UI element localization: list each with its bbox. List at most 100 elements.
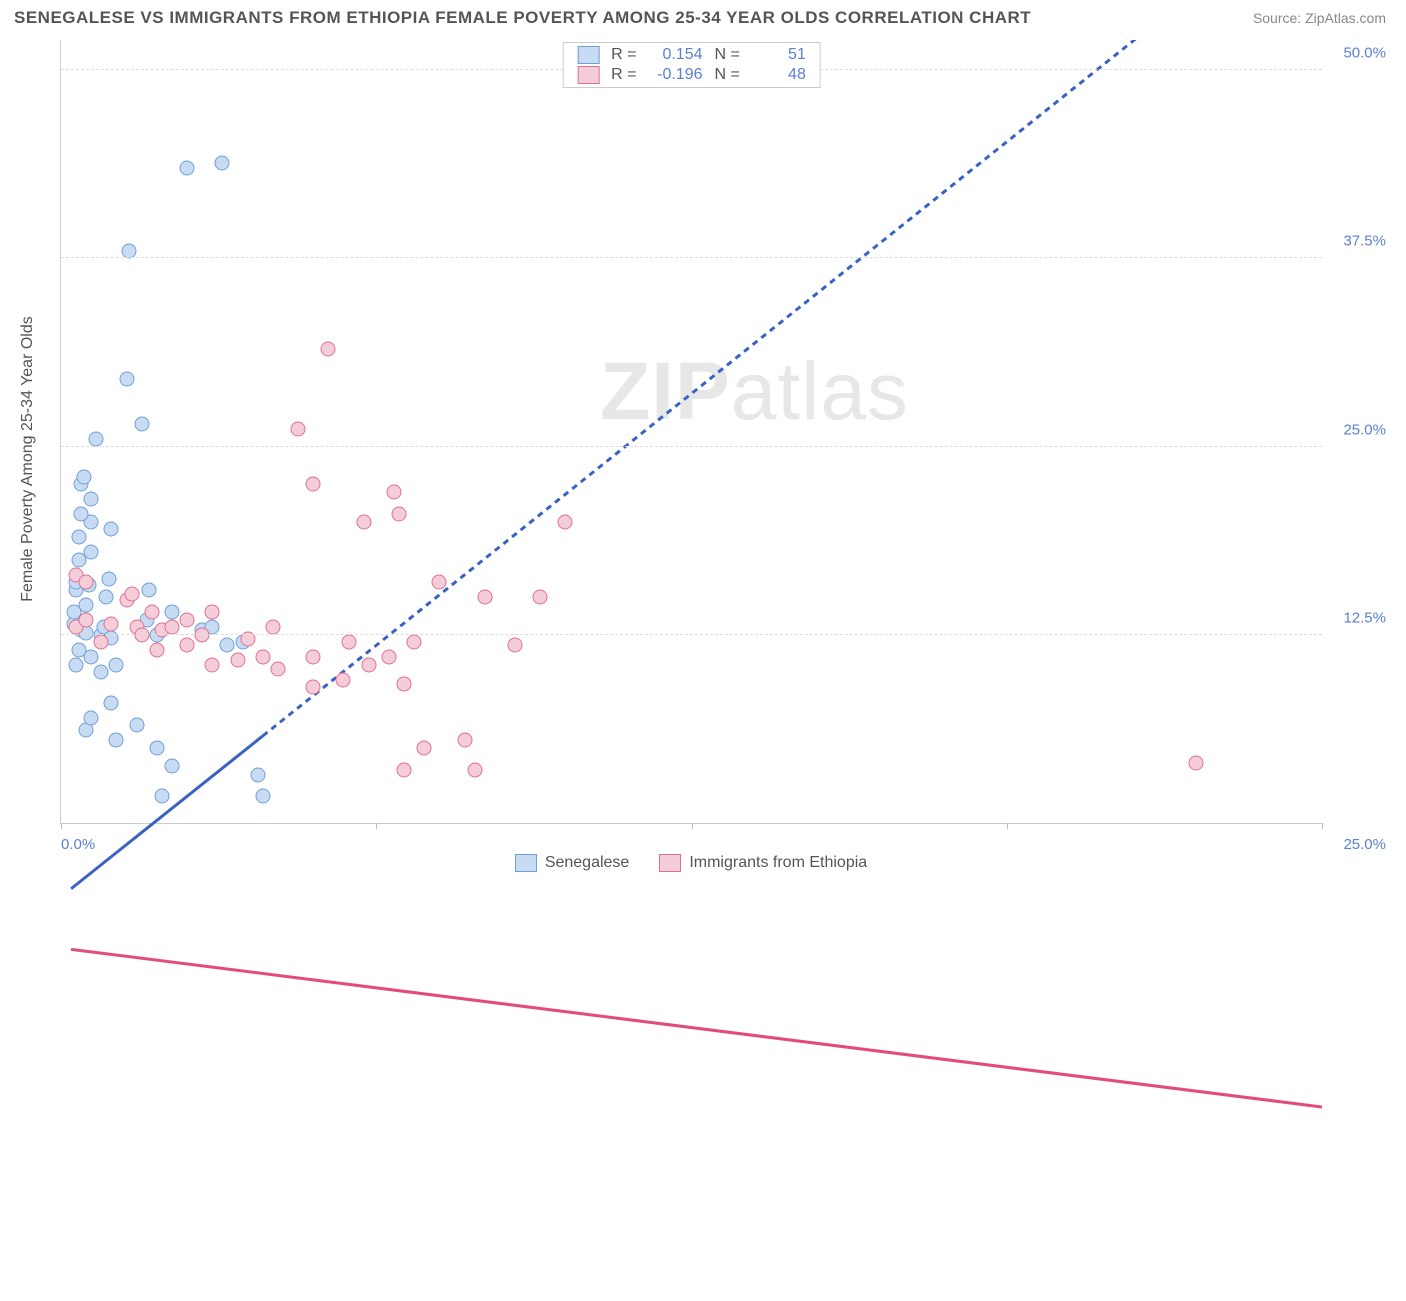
legend-row-ethiopia: R = -0.196 N = 48 <box>563 65 820 85</box>
data-point-ethiopia <box>417 740 432 755</box>
r-value-1: -0.196 <box>649 66 703 84</box>
r-label-1: R = <box>611 66 636 84</box>
gridline-h <box>61 634 1322 635</box>
data-point-senegalese <box>76 469 91 484</box>
data-point-ethiopia <box>533 590 548 605</box>
plot-region: ZIPatlas R = 0.154 N = 51 R = -0.196 N =… <box>60 40 1322 824</box>
data-point-ethiopia <box>291 421 306 436</box>
x-tick <box>1007 823 1008 829</box>
data-point-senegalese <box>220 638 235 653</box>
data-point-ethiopia <box>94 635 109 650</box>
x-tick <box>1322 823 1323 829</box>
data-point-ethiopia <box>407 635 422 650</box>
y-tick-label: 12.5% <box>1343 609 1386 626</box>
data-point-senegalese <box>164 758 179 773</box>
data-point-senegalese <box>180 161 195 176</box>
swatch-senegalese <box>577 46 599 64</box>
data-point-ethiopia <box>396 763 411 778</box>
x-tick-label: 0.0% <box>61 836 95 853</box>
data-point-senegalese <box>154 788 169 803</box>
data-point-senegalese <box>129 718 144 733</box>
scatter-points <box>61 40 1322 823</box>
swatch-bottom-senegalese <box>515 854 537 872</box>
data-point-senegalese <box>104 695 119 710</box>
swatch-bottom-ethiopia <box>659 854 681 872</box>
chart-title: SENEGALESE VS IMMIGRANTS FROM ETHIOPIA F… <box>14 8 1031 28</box>
data-point-ethiopia <box>265 620 280 635</box>
series-legend: Senegalese Immigrants from Ethiopia <box>60 854 1322 872</box>
data-point-ethiopia <box>195 627 210 642</box>
data-point-senegalese <box>94 665 109 680</box>
x-tick-label: 25.0% <box>1343 836 1386 853</box>
data-point-ethiopia <box>134 627 149 642</box>
data-point-ethiopia <box>79 575 94 590</box>
data-point-ethiopia <box>230 653 245 668</box>
y-axis-label: Female Poverty Among 25-34 Year Olds <box>19 316 37 602</box>
y-tick-label: 50.0% <box>1343 45 1386 62</box>
legend-item-ethiopia: Immigrants from Ethiopia <box>659 854 867 872</box>
data-point-ethiopia <box>356 514 371 529</box>
data-point-ethiopia <box>396 677 411 692</box>
data-point-ethiopia <box>79 612 94 627</box>
data-point-senegalese <box>84 650 99 665</box>
data-point-senegalese <box>84 492 99 507</box>
data-point-ethiopia <box>180 638 195 653</box>
data-point-ethiopia <box>341 635 356 650</box>
data-point-senegalese <box>89 432 104 447</box>
n-label-0: N = <box>715 46 740 64</box>
data-point-ethiopia <box>180 612 195 627</box>
chart-source: Source: ZipAtlas.com <box>1253 10 1386 26</box>
data-point-ethiopia <box>270 662 285 677</box>
data-point-senegalese <box>104 522 119 537</box>
data-point-ethiopia <box>1188 755 1203 770</box>
data-point-ethiopia <box>558 514 573 529</box>
data-point-senegalese <box>109 733 124 748</box>
data-point-ethiopia <box>306 650 321 665</box>
data-point-ethiopia <box>205 657 220 672</box>
data-point-ethiopia <box>124 587 139 602</box>
legend-label-senegalese: Senegalese <box>545 854 630 872</box>
y-tick-label: 25.0% <box>1343 421 1386 438</box>
legend-item-senegalese: Senegalese <box>515 854 630 872</box>
legend-label-ethiopia: Immigrants from Ethiopia <box>689 854 867 872</box>
data-point-senegalese <box>119 371 134 386</box>
data-point-senegalese <box>74 507 89 522</box>
data-point-senegalese <box>79 597 94 612</box>
n-value-0: 51 <box>752 46 806 64</box>
x-tick <box>692 823 693 829</box>
r-label-0: R = <box>611 46 636 64</box>
data-point-senegalese <box>164 605 179 620</box>
data-point-ethiopia <box>104 617 119 632</box>
data-point-senegalese <box>122 243 137 258</box>
data-point-ethiopia <box>467 763 482 778</box>
data-point-ethiopia <box>321 341 336 356</box>
data-point-ethiopia <box>306 680 321 695</box>
r-value-0: 0.154 <box>649 46 703 64</box>
data-point-ethiopia <box>149 642 164 657</box>
correlation-legend: R = 0.154 N = 51 R = -0.196 N = 48 <box>562 42 821 88</box>
data-point-senegalese <box>250 767 265 782</box>
data-point-senegalese <box>99 590 114 605</box>
data-point-senegalese <box>142 582 157 597</box>
data-point-ethiopia <box>507 638 522 653</box>
data-point-ethiopia <box>144 605 159 620</box>
swatch-ethiopia <box>577 66 599 84</box>
data-point-ethiopia <box>336 672 351 687</box>
data-point-ethiopia <box>381 650 396 665</box>
x-tick <box>61 823 62 829</box>
n-value-1: 48 <box>752 66 806 84</box>
y-tick-label: 37.5% <box>1343 233 1386 250</box>
gridline-h <box>61 446 1322 447</box>
data-point-ethiopia <box>205 605 220 620</box>
chart-header: SENEGALESE VS IMMIGRANTS FROM ETHIOPIA F… <box>0 0 1406 32</box>
data-point-ethiopia <box>391 507 406 522</box>
data-point-ethiopia <box>477 590 492 605</box>
data-point-senegalese <box>109 657 124 672</box>
data-point-senegalese <box>69 657 84 672</box>
data-point-senegalese <box>84 544 99 559</box>
data-point-ethiopia <box>386 484 401 499</box>
data-point-ethiopia <box>306 477 321 492</box>
x-tick <box>376 823 377 829</box>
data-point-senegalese <box>255 788 270 803</box>
data-point-ethiopia <box>361 657 376 672</box>
